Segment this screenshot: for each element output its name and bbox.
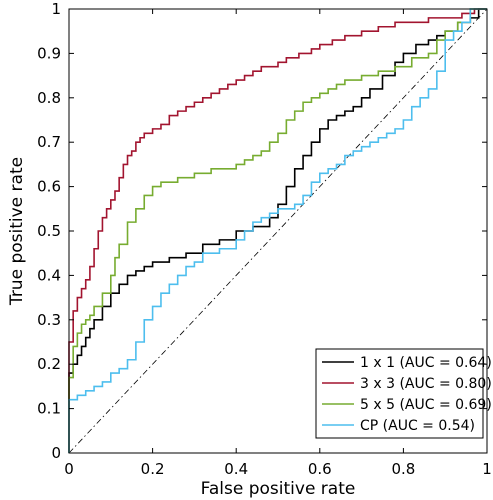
series-layer [68, 8, 487, 453]
legend-label-4: CP (AUC = 0.54) [360, 418, 475, 434]
legend-label-3: 5 x 5 (AUC = 0.69) [360, 397, 492, 413]
legend-label-2: 3 x 3 (AUC = 0.80) [360, 376, 492, 392]
x-tick-label: 0.4 [224, 460, 248, 478]
y-tick-label: 0.9 [37, 44, 61, 62]
y-tick-label: 0.2 [37, 355, 61, 373]
x-tick-label: 0.6 [308, 460, 332, 478]
x-tick-label: 0.8 [391, 460, 415, 478]
series-line-3 [68, 8, 487, 453]
y-tick-label: 0.8 [37, 89, 61, 107]
legend: 1 x 1 (AUC = 0.64) 3 x 3 (AUC = 0.80) 5 x … [315, 348, 492, 439]
y-tick-label: 0.7 [37, 133, 61, 151]
y-tick-label: 0.6 [37, 178, 61, 196]
series-line-2 [68, 8, 487, 453]
y-tick-label: 0.3 [37, 311, 61, 329]
legend-box [315, 348, 484, 439]
legend-label-1: 1 x 1 (AUC = 0.64) [360, 355, 492, 371]
y-tick-label: 0 [51, 444, 61, 462]
x-tick-label: 0 [64, 460, 74, 478]
series-line-4 [68, 8, 487, 453]
y-tick-label: 0.1 [37, 400, 61, 418]
x-axis-ticks: 0 0.2 0.4 0.6 0.8 1 [64, 9, 492, 478]
x-tick-label: 1 [482, 460, 492, 478]
y-tick-label: 0.5 [37, 222, 61, 240]
y-axis-label: True positive rate [7, 157, 27, 306]
y-tick-label: 0.4 [37, 266, 61, 284]
x-tick-label: 0.2 [141, 460, 165, 478]
x-axis-label: False positive rate [201, 479, 356, 499]
y-axis-ticks: 0 0.1 0.2 0.3 0.4 0.5 0.6 0.7 0.8 0.9 1 [37, 0, 487, 462]
y-tick-label: 1 [51, 0, 61, 18]
